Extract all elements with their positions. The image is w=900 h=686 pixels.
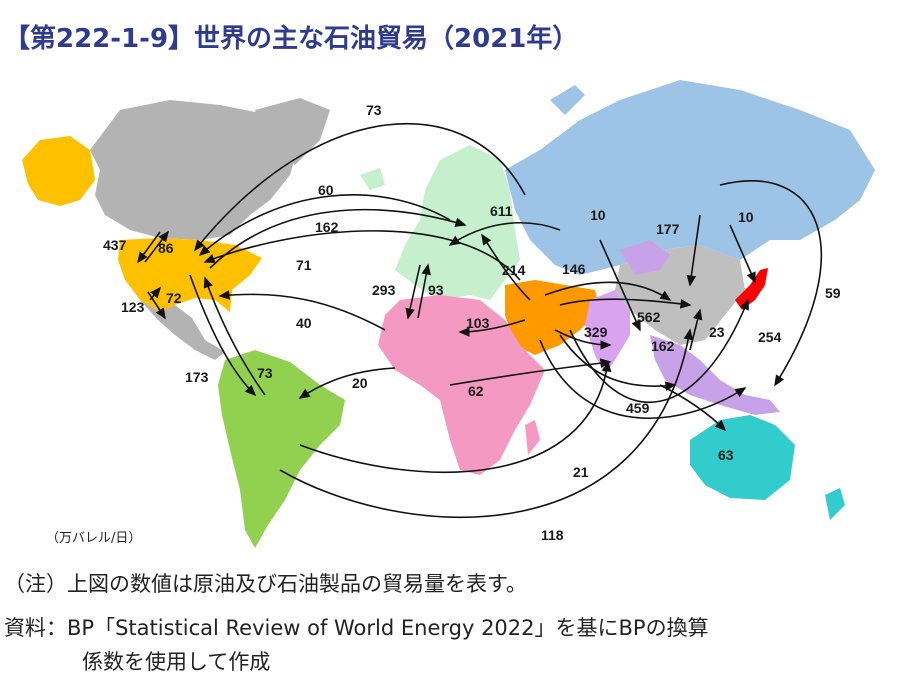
flow-label: 40 xyxy=(296,315,312,331)
flow-label: 329 xyxy=(584,324,608,340)
arrow-mideast-to-china-562 xyxy=(559,298,692,309)
flow-arrows xyxy=(137,122,822,518)
flow-label: 62 xyxy=(468,383,484,399)
region-australia xyxy=(690,415,795,500)
footnote: （注）上図の数値は原油及び石油製品の貿易量を表す。 xyxy=(4,572,527,596)
flow-label: 214 xyxy=(502,262,526,278)
arrow-usa-to-s-america-173 xyxy=(189,274,257,397)
arrow-canada-to-usa-437 xyxy=(137,231,161,264)
region-alaska xyxy=(22,136,95,206)
region-madagascar xyxy=(525,420,540,455)
flow-label: 72 xyxy=(166,290,182,306)
flow-label: 173 xyxy=(185,369,209,385)
arrow-africa-to-s-america-20 xyxy=(298,367,396,399)
flow-label: 103 xyxy=(466,315,490,331)
flow-labels: 73 60 162 71 40 437 86 123 72 173 73 20 … xyxy=(103,102,841,543)
region-greenland xyxy=(255,98,330,165)
flow-label: 254 xyxy=(758,329,782,345)
arrow-usa-to-canada-86 xyxy=(144,230,169,263)
arrow-europe-to-usa-60 xyxy=(198,194,451,257)
arrow-s-america-to-india-21 xyxy=(299,360,612,474)
arrow-mideast-to-japan-254 xyxy=(569,298,749,403)
arrow-se-asia-to-china-23 xyxy=(689,308,703,351)
arrow-s-america-to-usa-73 xyxy=(203,276,266,396)
flow-label: 10 xyxy=(738,209,754,225)
flow-label: 437 xyxy=(103,237,127,253)
flow-label: 146 xyxy=(562,261,586,277)
flow-label: 60 xyxy=(318,182,334,198)
region-novaya-zemlya xyxy=(550,85,585,115)
flow-label: 118 xyxy=(541,527,564,543)
unit-label: （万バレル/日） xyxy=(46,531,142,546)
flow-label: 162 xyxy=(651,338,675,354)
arrow-usa-to-europe-71 xyxy=(209,208,467,269)
flow-label: 20 xyxy=(352,375,368,391)
arrow-russia-to-japan-10 xyxy=(729,224,756,284)
region-central-asia xyxy=(620,240,670,275)
arrow-russia-to-europe-611 xyxy=(448,222,561,246)
regions xyxy=(22,80,875,548)
flow-label: 59 xyxy=(825,285,841,301)
region-africa xyxy=(378,295,545,475)
arrow-mideast-to-australia-459 xyxy=(539,339,747,419)
arrow-russia-to-china-177 xyxy=(686,214,701,287)
flow-label: 123 xyxy=(121,299,145,315)
arrow-mideast-to-india-329 xyxy=(554,329,612,350)
region-new-zealand xyxy=(825,488,845,520)
region-southeast-asia xyxy=(650,335,780,415)
page-title: 【第222-1-9】世界の主な石油貿易（2021年） xyxy=(4,24,579,54)
flow-label: 71 xyxy=(296,257,312,273)
flow-label: 162 xyxy=(315,219,339,235)
flow-label: 459 xyxy=(626,400,650,416)
flow-label: 562 xyxy=(637,309,661,325)
arrow-africa-to-india-62 xyxy=(449,358,612,386)
arrow-russia-to-australia-59 xyxy=(719,180,822,387)
flow-label: 73 xyxy=(366,102,382,118)
arrow-europe-to-usa-73 xyxy=(193,122,526,252)
arrow-europe-to-africa-293 xyxy=(405,264,421,320)
flow-label: 10 xyxy=(590,207,606,223)
flow-label: 93 xyxy=(428,282,444,298)
arrow-africa-to-europe-93 xyxy=(417,263,431,319)
arrow-africa-to-usa-40 xyxy=(218,290,386,331)
arrow-se-asia-to-australia-63 xyxy=(659,384,727,432)
region-uk xyxy=(360,168,385,190)
arrow-mideast-to-europe-214 xyxy=(481,233,531,301)
flow-label: 611 xyxy=(490,203,513,219)
flow-label: 73 xyxy=(257,365,273,381)
region-south-america xyxy=(218,350,345,548)
flow-label: 23 xyxy=(709,324,725,340)
flow-label: 293 xyxy=(372,282,396,298)
region-north-america-other xyxy=(90,100,300,240)
oil-trade-map: 73 60 162 71 40 437 86 123 72 173 73 20 … xyxy=(22,80,875,548)
arrow-mideast-to-usa-162 xyxy=(203,230,521,281)
flow-label: 177 xyxy=(656,221,680,237)
region-india xyxy=(585,290,630,375)
flow-label: 63 xyxy=(718,447,734,463)
arrow-mideast-to-china-146 xyxy=(544,281,672,301)
region-russia-cis xyxy=(505,80,875,275)
flow-label: 86 xyxy=(158,240,174,256)
arrow-mideast-to-africa-103 xyxy=(458,319,526,337)
source-line-continued: 係数を使用して作成 xyxy=(82,650,271,674)
source-line: 資料：BP「Statistical Review of World Energy… xyxy=(4,616,709,640)
arrow-s-america-to-china-118 xyxy=(279,328,694,518)
flow-label: 21 xyxy=(573,464,589,480)
arrow-usa-to-mexico-72 xyxy=(147,291,166,320)
arrow-russia-to-china-10 xyxy=(599,239,641,332)
